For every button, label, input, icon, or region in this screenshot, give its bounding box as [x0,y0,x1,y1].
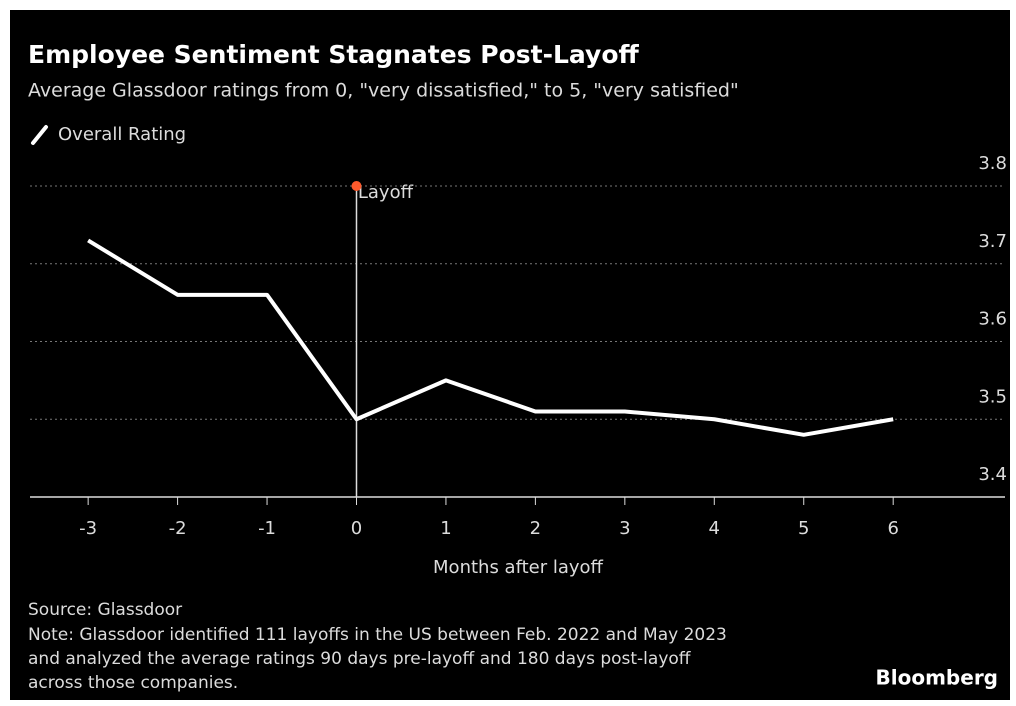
chart-title: Employee Sentiment Stagnates Post-Layoff [28,40,640,69]
x-axis-title: Months after layoff [433,557,604,578]
line-series [87,238,894,437]
x-tick-label: 0 [351,518,362,539]
x-tick-label: -3 [79,518,97,539]
x-tick-label: 1 [440,518,451,539]
x-tick-label: -1 [258,518,276,539]
y-tick-label: 3.5 [978,386,1007,407]
y-tick-label: 3.8 [978,153,1007,174]
y-tick-label: 3.7 [978,231,1007,252]
x-tick-label: 5 [798,518,809,539]
x-tick-label: 4 [709,518,720,539]
y-tick-label: 3.4 [978,464,1007,485]
note-line: Note: Glassdoor identified 111 layoffs i… [28,625,727,645]
note-line: across those companies. [28,673,238,693]
x-tick-label: 6 [887,518,898,539]
x-tick-label: 3 [619,518,630,539]
legend-label: Overall Rating [58,124,186,145]
logo: Bloomberg [876,666,998,690]
x-tick-label: 2 [530,518,541,539]
y-tick-label: 3.6 [978,309,1007,330]
note-line: and analyzed the average ratings 90 days… [28,649,692,669]
annotation-label: Layoff [358,182,414,203]
x-tick-label: -2 [169,518,187,539]
source: Source: Glassdoor [28,600,182,620]
background [10,10,1010,700]
chart-subtitle: Average Glassdoor ratings from 0, "very … [28,80,739,102]
annotation-dot [351,181,362,191]
legend-swatch [31,125,48,145]
